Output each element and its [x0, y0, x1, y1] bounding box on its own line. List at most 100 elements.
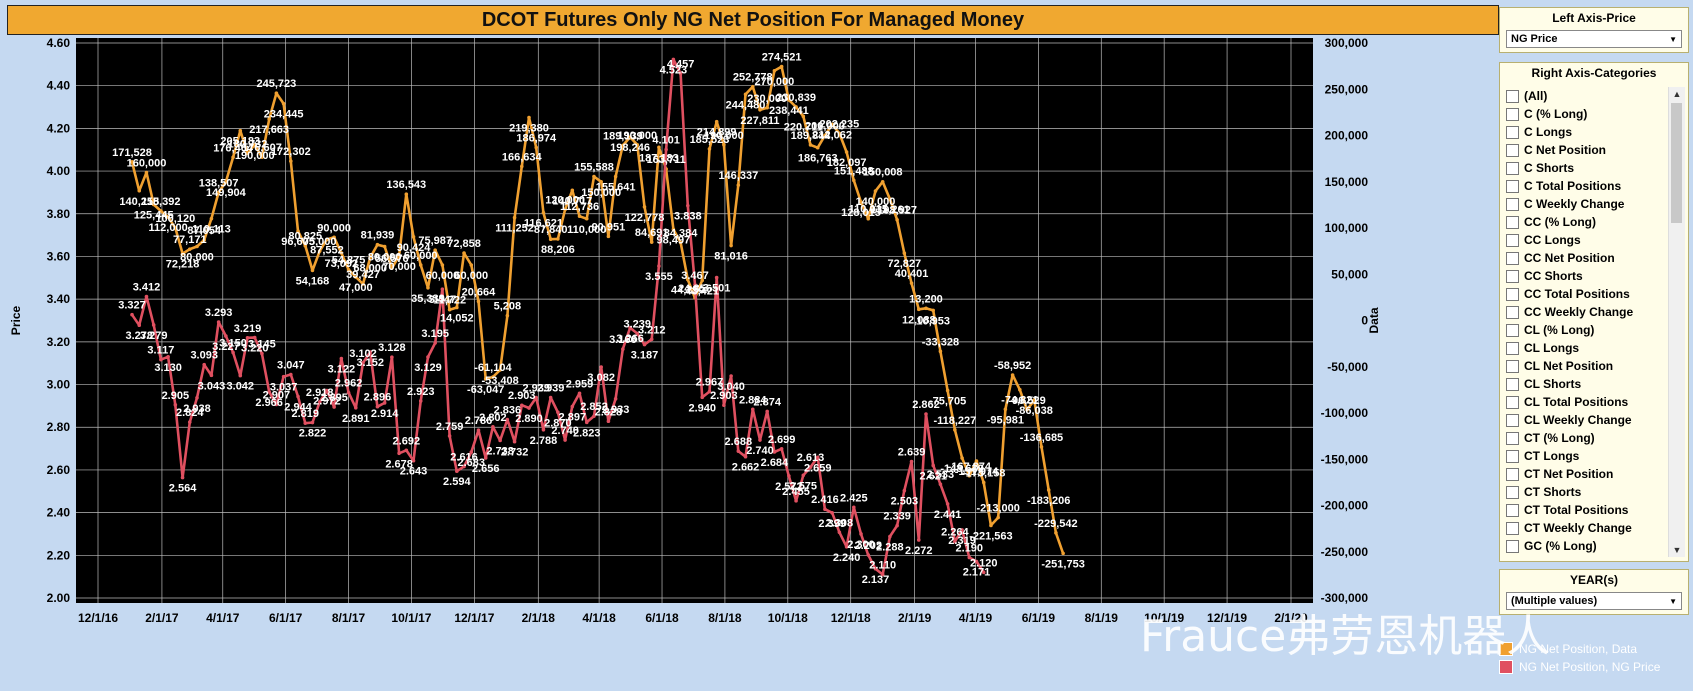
year-dropdown[interactable]: (Multiple values) ▼: [1506, 592, 1682, 610]
category-checkbox[interactable]: [1506, 539, 1519, 553]
category-checkbox[interactable]: [1506, 143, 1519, 157]
data-label: 245,723: [257, 78, 297, 90]
data-label: 3.279: [140, 330, 168, 342]
category-checkbox[interactable]: [1506, 197, 1519, 211]
category-item[interactable]: CL Shorts: [1506, 375, 1666, 393]
data-point: [180, 475, 185, 480]
left-axis-dropdown[interactable]: NG Price ▼: [1506, 30, 1682, 48]
y-right-tick-label: 150,000: [1325, 175, 1369, 189]
data-label: 2.572: [775, 481, 803, 493]
category-checkbox[interactable]: [1506, 89, 1519, 103]
category-item[interactable]: C Total Positions: [1506, 177, 1666, 195]
data-label: 2.836: [494, 405, 522, 417]
category-checkbox[interactable]: [1506, 179, 1519, 193]
data-point: [281, 374, 286, 379]
x-tick-label: 12/1/17: [454, 611, 494, 625]
category-checkbox[interactable]: [1506, 161, 1519, 175]
category-item[interactable]: CL Net Position: [1506, 357, 1666, 375]
scroll-down-icon[interactable]: ▼: [1672, 545, 1682, 555]
category-checkbox[interactable]: [1506, 125, 1519, 139]
category-item[interactable]: CL Total Positions: [1506, 393, 1666, 411]
category-checkbox[interactable]: [1506, 485, 1519, 499]
data-point: [606, 419, 611, 424]
category-item[interactable]: CL (% Long): [1506, 321, 1666, 339]
category-checkbox[interactable]: [1506, 395, 1519, 409]
category-item[interactable]: CT Shorts: [1506, 483, 1666, 501]
category-item[interactable]: CT Total Positions: [1506, 501, 1666, 519]
category-item[interactable]: C Weekly Change: [1506, 195, 1666, 213]
data-point: [960, 456, 964, 460]
category-scrollbar[interactable]: ▲ ▼: [1668, 87, 1685, 557]
data-point: [772, 68, 777, 73]
data-label: 3.447: [429, 294, 457, 306]
category-item[interactable]: C Net Position: [1506, 141, 1666, 159]
category-checkbox[interactable]: [1506, 107, 1519, 121]
category-item[interactable]: C (% Long): [1506, 105, 1666, 123]
data-label: 189,844: [791, 130, 832, 142]
data-point: [700, 395, 705, 400]
scroll-up-icon[interactable]: ▲: [1672, 89, 1682, 99]
category-item[interactable]: CT (% Long): [1506, 429, 1666, 447]
category-checkbox[interactable]: [1506, 413, 1519, 427]
category-list: (All) C (% Long) C Longs C Net Position C Sh…: [1506, 87, 1666, 557]
data-point: [938, 349, 943, 354]
data-point: [779, 446, 784, 451]
y-left-tick-label: 4.40: [47, 79, 71, 93]
category-item[interactable]: CC Longs: [1506, 231, 1666, 249]
data-label: 2.959: [566, 378, 594, 390]
category-item[interactable]: CL Weekly Change: [1506, 411, 1666, 429]
category-label: CT Total Positions: [1524, 503, 1629, 517]
category-checkbox[interactable]: [1506, 323, 1519, 337]
y-left-tick-label: 3.60: [47, 249, 71, 263]
category-item[interactable]: CT Longs: [1506, 447, 1666, 465]
data-point: [281, 101, 286, 106]
data-label: -136,685: [1020, 432, 1063, 444]
category-checkbox[interactable]: [1506, 521, 1519, 535]
data-point: [361, 360, 365, 365]
category-checkbox[interactable]: [1506, 251, 1519, 265]
category-item[interactable]: (All): [1506, 87, 1666, 105]
category-checkbox[interactable]: [1506, 503, 1519, 517]
scroll-thumb[interactable]: [1671, 103, 1682, 223]
data-label: 214,899: [697, 127, 737, 139]
category-checkbox[interactable]: [1506, 233, 1519, 247]
category-item[interactable]: GC (% Long): [1506, 537, 1666, 555]
category-checkbox[interactable]: [1506, 305, 1519, 319]
data-point: [187, 247, 192, 251]
category-checkbox[interactable]: [1506, 215, 1519, 229]
data-point: [707, 147, 712, 151]
data-label: 90,000: [317, 222, 351, 234]
data-point: [924, 306, 928, 311]
category-item[interactable]: CC Shorts: [1506, 267, 1666, 285]
category-checkbox[interactable]: [1506, 449, 1519, 463]
data-label: 2.870: [544, 417, 572, 429]
category-checkbox[interactable]: [1506, 359, 1519, 373]
category-checkbox[interactable]: [1506, 377, 1519, 391]
data-label: 128,015: [841, 207, 881, 219]
category-item[interactable]: CC Total Positions: [1506, 285, 1666, 303]
x-tick-label: 8/1/17: [332, 611, 366, 625]
data-point: [707, 389, 712, 394]
data-label: 110,015: [849, 204, 888, 216]
category-item[interactable]: CT Weekly Change: [1506, 519, 1666, 537]
data-label: 3.555: [645, 271, 673, 283]
chart-title: DCOT Futures Only NG Net Position For Ma…: [481, 8, 1025, 31]
data-point: [505, 313, 510, 318]
category-checkbox[interactable]: [1506, 431, 1519, 445]
category-checkbox[interactable]: [1506, 467, 1519, 481]
category-checkbox[interactable]: [1506, 341, 1519, 355]
category-label: GC (% Long): [1524, 539, 1597, 553]
category-checkbox[interactable]: [1506, 287, 1519, 301]
category-item[interactable]: CC (% Long): [1506, 213, 1666, 231]
category-item[interactable]: CT Net Position: [1506, 465, 1666, 483]
category-item[interactable]: C Longs: [1506, 123, 1666, 141]
category-item[interactable]: CC Net Position: [1506, 249, 1666, 267]
chart-title-bar: DCOT Futures Only NG Net Position For Ma…: [7, 5, 1499, 35]
category-checkbox[interactable]: [1506, 269, 1519, 283]
data-point: [1046, 488, 1051, 492]
category-item[interactable]: C Shorts: [1506, 159, 1666, 177]
data-label: -183,206: [1027, 495, 1070, 507]
category-item[interactable]: CL Longs: [1506, 339, 1666, 357]
category-item[interactable]: CC Weekly Change: [1506, 303, 1666, 321]
category-label: CL Net Position: [1524, 359, 1614, 373]
